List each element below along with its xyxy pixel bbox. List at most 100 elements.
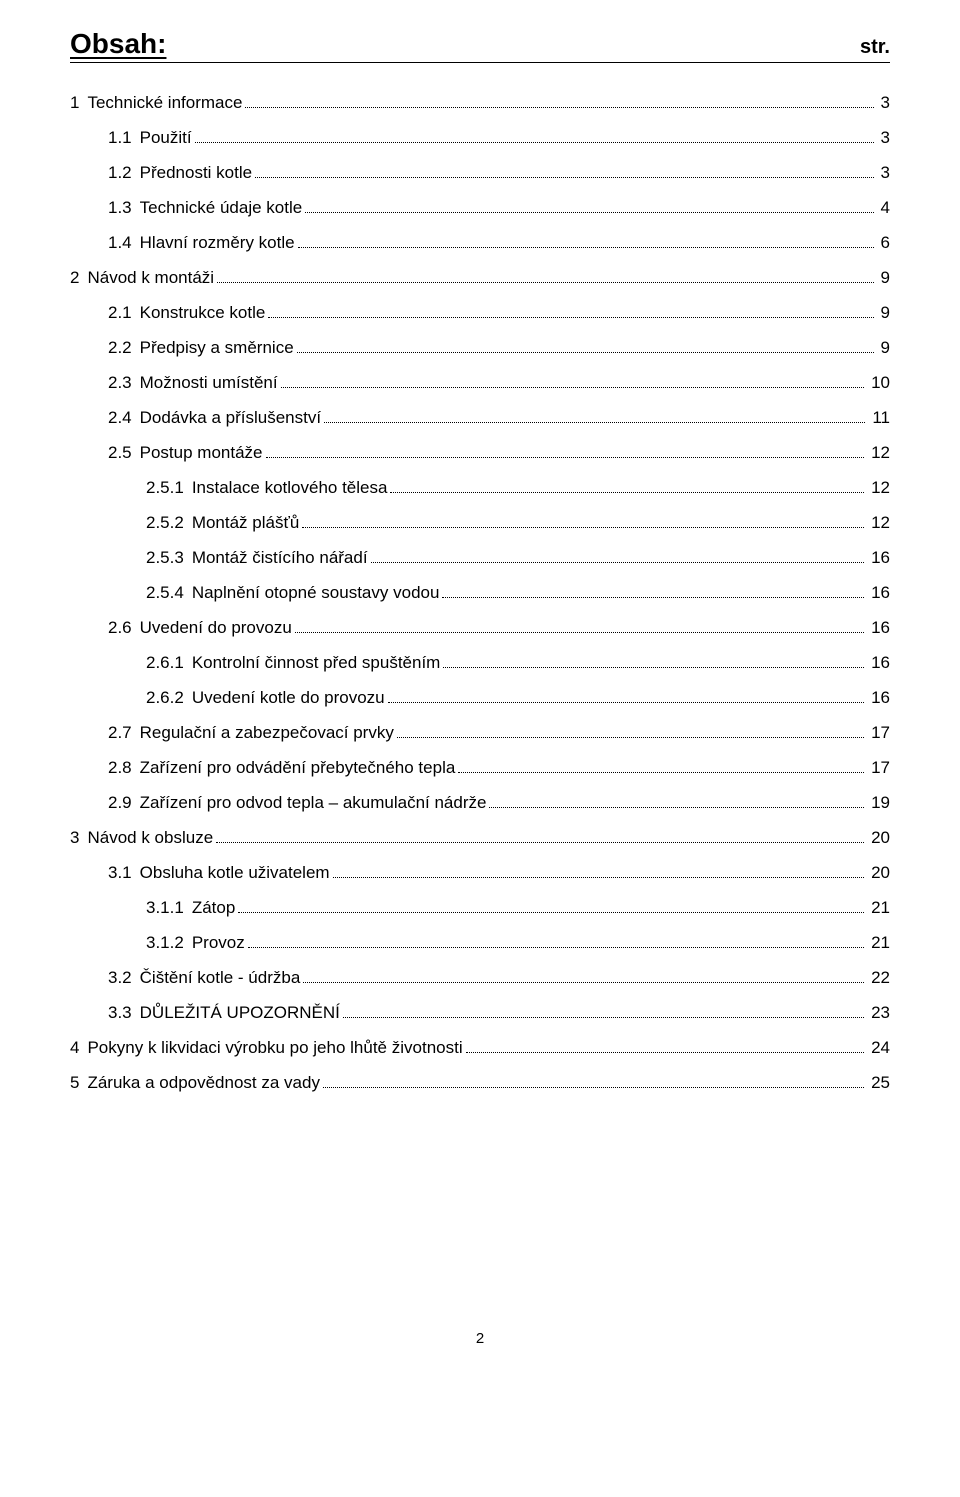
toc-entry-text: Návod k montáži [87,269,214,286]
toc-row: 1.1Použití3 [70,120,890,155]
toc-leader-dots [255,166,873,178]
toc-leader-dots [466,1041,864,1053]
toc-row: 1.2Přednosti kotle3 [70,155,890,190]
toc-entry-number: 4 [70,1039,87,1056]
toc-leader-dots [302,516,864,528]
toc-leader-dots [323,1076,864,1088]
toc-leader-dots [305,201,873,213]
title-row: Obsah: str. [70,28,890,63]
toc-entry-text: Dodávka a příslušenství [140,409,321,426]
toc-leader-dots [343,1006,864,1018]
toc-leader-dots [248,936,864,948]
toc-entry-text: Konstrukce kotle [140,304,266,321]
toc-entry-text: Regulační a zabezpečovací prvky [140,724,394,741]
toc-entry-text: DŮLEŽITÁ UPOZORNĚNÍ [140,1004,340,1021]
toc-leader-dots [217,271,873,283]
toc-entry-number: 2.5.4 [146,584,192,601]
toc-leader-dots [295,621,864,633]
toc-entry-number: 3.1 [108,864,140,881]
toc-entry-text: Přednosti kotle [140,164,252,181]
toc-entry-number: 2.4 [108,409,140,426]
toc-entry-text: Uvedení kotle do provozu [192,689,385,706]
toc-entry-text: Technické údaje kotle [140,199,303,216]
toc-row: 2.6.1Kontrolní činnost před spuštěním16 [70,645,890,680]
toc-entry-text: Montáž čistícího nářadí [192,549,368,566]
toc-leader-dots [458,761,864,773]
toc-entry-page: 20 [867,864,890,881]
toc-entry-number: 3.1.2 [146,934,192,951]
toc-entry-number: 1 [70,94,87,111]
toc-leader-dots [195,131,874,143]
toc-row: 2.5.1Instalace kotlového tělesa12 [70,470,890,505]
toc-entry-number: 2.2 [108,339,140,356]
toc-leader-dots [297,341,874,353]
toc-leader-dots [442,586,864,598]
toc-row: 2.5.4Naplnění otopné soustavy vodou 16 [70,575,890,610]
toc-row: 5Záruka a odpovědnost za vady25 [70,1065,890,1100]
toc-entry-number: 2.9 [108,794,140,811]
toc-leader-dots [266,446,865,458]
toc-leader-dots [303,971,864,983]
toc-row: 2.3Možnosti umístění10 [70,365,890,400]
toc-entry-number: 2.5.1 [146,479,192,496]
toc-entry-number: 2.5 [108,444,140,461]
toc-row: 3.1.2Provoz 21 [70,925,890,960]
toc-entry-number: 2.7 [108,724,140,741]
toc-entry-page: 9 [877,339,890,356]
toc-entry-number: 1.2 [108,164,140,181]
toc-entry-text: Čištění kotle - údržba [140,969,301,986]
toc-entry-page: 23 [867,1004,890,1021]
toc-row: 3.2Čištění kotle - údržba22 [70,960,890,995]
toc-title: Obsah: [70,28,166,60]
toc-row: 2.8Zařízení pro odvádění přebytečného te… [70,750,890,785]
toc-row: 2.5.3Montáž čistícího nářadí16 [70,540,890,575]
toc-entry-page: 16 [867,549,890,566]
toc-entry-number: 2.8 [108,759,140,776]
toc-entry-number: 3 [70,829,87,846]
toc-entry-page: 12 [867,444,890,461]
toc-entry-page: 17 [867,759,890,776]
toc-leader-dots [333,866,865,878]
toc-entry-page: 20 [867,829,890,846]
toc-row: 2.4Dodávka a příslušenství 11 [70,400,890,435]
toc-entry-page: 16 [867,584,890,601]
toc-leader-dots [443,656,864,668]
toc-entry-page: 21 [867,934,890,951]
toc-entry-text: Provoz [192,934,245,951]
toc-leader-dots [390,481,864,493]
toc-entry-text: Zátop [192,899,235,916]
toc-entry-number: 2.3 [108,374,140,391]
toc-leader-dots [371,551,865,563]
toc-entry-text: Kontrolní činnost před spuštěním [192,654,441,671]
toc-row: 1Technické informace 3 [70,85,890,120]
toc-entry-number: 5 [70,1074,87,1091]
toc-row: 2.7Regulační a zabezpečovací prvky17 [70,715,890,750]
toc-entry-text: Hlavní rozměry kotle [140,234,295,251]
toc-entry-number: 2.6.1 [146,654,192,671]
toc-entry-page: 19 [867,794,890,811]
toc-entry-text: Naplnění otopné soustavy vodou [192,584,440,601]
toc-entry-number: 3.3 [108,1004,140,1021]
toc-row: 2.1Konstrukce kotle 9 [70,295,890,330]
toc-leader-dots [281,376,864,388]
toc-leader-dots [245,96,873,108]
toc-entry-text: Použití [140,129,192,146]
toc-entry-page: 9 [877,304,890,321]
toc-entry-text: Pokyny k likvidaci výrobku po jeho lhůtě… [87,1039,462,1056]
toc-entry-number: 3.1.1 [146,899,192,916]
toc-entry-text: Možnosti umístění [140,374,278,391]
toc-entry-page: 24 [867,1039,890,1056]
toc-row: 3.3DŮLEŽITÁ UPOZORNĚNÍ 23 [70,995,890,1030]
toc-entry-text: Návod k obsluze [87,829,213,846]
toc-entry-page: 3 [877,94,890,111]
toc-entry-text: Technické informace [87,94,242,111]
toc-entry-text: Záruka a odpovědnost za vady [87,1074,319,1091]
toc-entry-number: 2.1 [108,304,140,321]
toc-leader-dots [298,236,874,248]
toc-row: 3Návod k obsluze 20 [70,820,890,855]
toc-entry-text: Zařízení pro odvádění přebytečného tepla [140,759,456,776]
toc-row: 1.4Hlavní rozměry kotle6 [70,225,890,260]
toc-row: 2.5Postup montáže12 [70,435,890,470]
toc-entry-page: 16 [867,619,890,636]
toc-entry-page: 11 [868,409,890,426]
